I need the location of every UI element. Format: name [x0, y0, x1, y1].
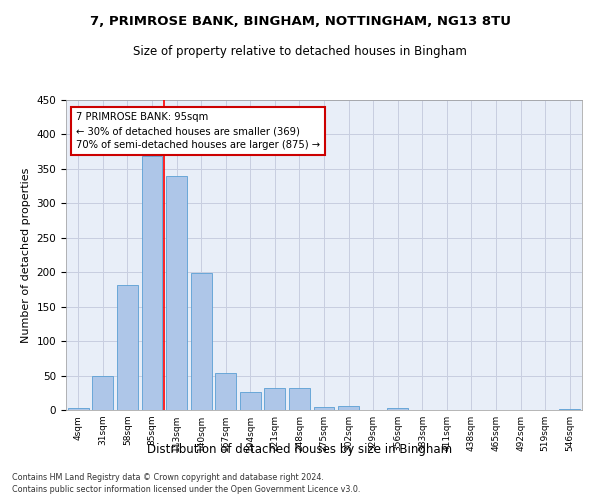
Bar: [142, 156, 163, 410]
Bar: [68, 408, 89, 410]
Text: 7 PRIMROSE BANK: 95sqm
← 30% of detached houses are smaller (369)
70% of semi-de: 7 PRIMROSE BANK: 95sqm ← 30% of detached…: [76, 112, 320, 150]
Bar: [166, 176, 187, 410]
Bar: [338, 406, 359, 410]
Bar: [387, 408, 408, 410]
Bar: [117, 286, 138, 410]
Bar: [289, 388, 310, 410]
Bar: [240, 392, 261, 410]
Text: Contains public sector information licensed under the Open Government Licence v3: Contains public sector information licen…: [12, 485, 361, 494]
Text: Distribution of detached houses by size in Bingham: Distribution of detached houses by size …: [148, 442, 452, 456]
Bar: [314, 406, 334, 410]
Bar: [92, 376, 113, 410]
Bar: [559, 408, 580, 410]
Text: Size of property relative to detached houses in Bingham: Size of property relative to detached ho…: [133, 45, 467, 58]
Y-axis label: Number of detached properties: Number of detached properties: [21, 168, 31, 342]
Bar: [265, 388, 286, 410]
Text: Contains HM Land Registry data © Crown copyright and database right 2024.: Contains HM Land Registry data © Crown c…: [12, 472, 324, 482]
Bar: [215, 373, 236, 410]
Bar: [191, 273, 212, 410]
Text: 7, PRIMROSE BANK, BINGHAM, NOTTINGHAM, NG13 8TU: 7, PRIMROSE BANK, BINGHAM, NOTTINGHAM, N…: [89, 15, 511, 28]
